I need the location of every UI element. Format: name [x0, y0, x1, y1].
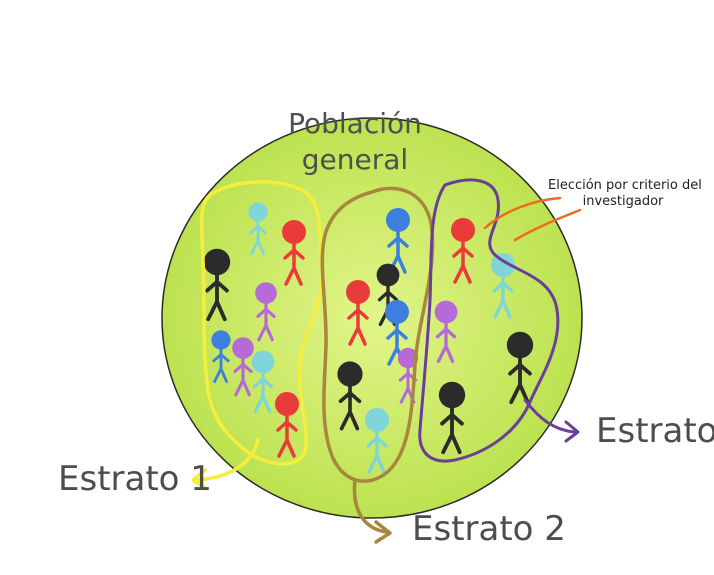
criterion-annotation-line2: investigador: [582, 194, 664, 209]
stratum-1-arrow: [194, 438, 260, 482]
stratum-1-arrowhead: [191, 468, 208, 491]
population-title-line2: general: [301, 143, 409, 176]
stratum-2-arrowhead: [374, 520, 392, 544]
stratum-2-label: Estrato 2: [412, 509, 566, 549]
stratum-3-outline: [418, 178, 560, 463]
stick-figure: [376, 263, 400, 327]
stick-figure: [451, 218, 475, 284]
stick-figure: [251, 350, 275, 414]
criterion-annotation: Elección por criterio del investigador: [548, 178, 702, 210]
stick-figure: [386, 208, 410, 274]
stick-figure: [203, 248, 231, 322]
stick-figure: [255, 282, 277, 342]
figures-layer: [203, 202, 534, 474]
stick-figure: [211, 330, 231, 384]
annotation-arrow-2: [513, 208, 582, 242]
criterion-annotation-line1: Elección por criterio del: [548, 178, 702, 193]
population-title-line1: Población: [288, 107, 422, 140]
stick-figure: [385, 300, 409, 366]
stick-figure: [434, 300, 458, 364]
annotation-arrow-1: [483, 196, 562, 230]
population-circle: [161, 117, 583, 519]
stick-figure: [438, 381, 466, 455]
stick-figure: [337, 361, 363, 431]
stick-figure: [491, 253, 515, 319]
stick-figure: [232, 337, 254, 397]
stick-figure: [365, 408, 389, 474]
population-title: Población general: [265, 106, 445, 178]
stick-figure: [248, 202, 268, 256]
stick-figure: [346, 280, 370, 346]
stratum-2-arrow: [352, 478, 388, 534]
stratum-3-arrow: [523, 398, 576, 434]
stick-figure: [397, 347, 419, 404]
stratum-3-label: Estrato 3: [596, 411, 714, 451]
stratum-3-arrowhead: [564, 420, 580, 443]
stick-figure: [282, 220, 306, 286]
stratum-1-outline: [199, 180, 325, 466]
stick-figure: [506, 331, 534, 405]
stratum-1-label: Estrato 1: [58, 459, 212, 499]
stick-figure: [275, 392, 299, 458]
